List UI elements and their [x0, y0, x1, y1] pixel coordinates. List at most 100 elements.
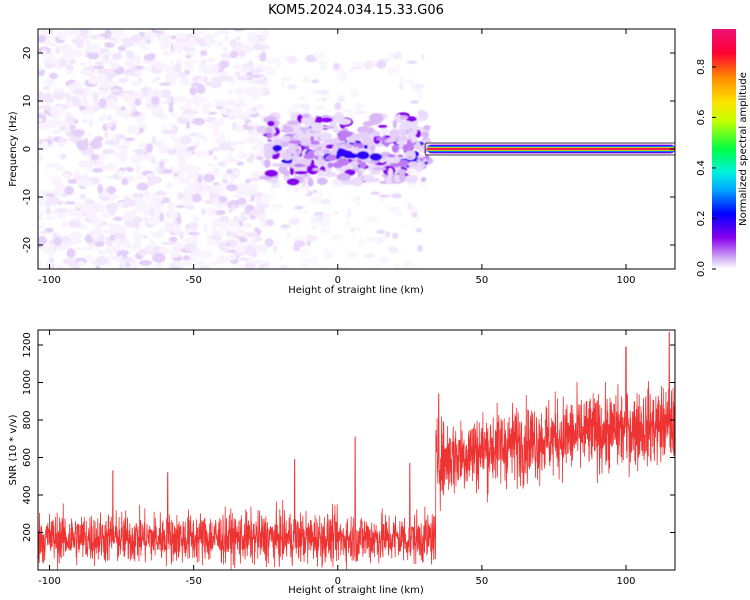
heatmap-cell: [392, 119, 398, 129]
heatmap-cell: [104, 131, 109, 138]
heatmap-cell: [263, 261, 270, 269]
heatmap-cell: [231, 231, 237, 239]
heatmap-cell: [298, 96, 308, 101]
heatmap-cell: [235, 36, 241, 41]
heatmap-cell: [151, 79, 158, 84]
heatmap-cell: [310, 136, 315, 142]
heatmap-cell: [285, 232, 293, 239]
heatmap-cell: [380, 127, 389, 134]
heatmap-cell: [66, 29, 81, 36]
heatmap-cell: [231, 204, 237, 211]
heatmap-cell: [52, 186, 63, 197]
heatmap-cell: [98, 98, 107, 109]
heatmap-cell: [166, 95, 172, 104]
heatmap-cell: [160, 44, 168, 50]
heatmap-cell: [168, 104, 174, 113]
heatmap-cell: [226, 229, 232, 238]
heatmap-cell: [400, 128, 407, 137]
heatmap-cell: [94, 61, 105, 65]
heatmap-cell: [213, 131, 221, 137]
heatmap-cell: [202, 266, 208, 269]
heatmap-cell: [51, 129, 62, 135]
heatmap-cell: [174, 260, 179, 268]
heatmap-cell: [280, 128, 293, 133]
heatmap-cell: [319, 132, 333, 142]
heatmap-cell: [300, 210, 310, 214]
heatmap-cell: [322, 125, 335, 129]
heatmap-cell: [156, 140, 166, 147]
heatmap-cell: [397, 169, 407, 175]
heatmap-cell: [237, 153, 251, 158]
heatmap-cell: [105, 175, 114, 179]
heatmap-cell: [186, 200, 193, 205]
heatmap-cell: [51, 114, 61, 120]
heatmap-cell: [253, 227, 260, 233]
heatmap-cell: [217, 254, 229, 265]
heatmap-cell: [158, 145, 171, 154]
heatmap-cell: [288, 217, 300, 226]
heatmap-cell: [421, 131, 430, 138]
heatmap-cell: [159, 82, 171, 86]
heatmap-cell: [363, 174, 375, 183]
heatmap-cell: [336, 173, 351, 181]
heatmap-cell: [145, 181, 155, 186]
heatmap-cell: [144, 152, 153, 161]
heatmap-cell: [203, 250, 214, 258]
heatmap-cell: [348, 139, 356, 143]
heatmap-cell: [155, 190, 167, 197]
colorbar-tick-label: 0.6: [696, 109, 707, 125]
heatmap-cell: [266, 133, 272, 139]
heatmap-cell: [274, 56, 281, 64]
heatmap-cell: [195, 260, 205, 266]
heatmap-cell: [294, 205, 304, 210]
heatmap-cell: [244, 186, 255, 196]
heatmap-cell: [38, 189, 51, 195]
heatmap-cell: [182, 259, 193, 266]
heatmap-cell: [151, 231, 165, 239]
heatmap-cell: [216, 40, 224, 47]
heatmap-cell: [214, 120, 220, 128]
heatmap-cell: [310, 225, 315, 230]
heatmap-cell: [106, 255, 117, 261]
heatmap-cell: [353, 142, 359, 148]
heatmap-cell: [252, 192, 265, 198]
heatmap-cell: [206, 261, 220, 265]
heatmap-cell: [300, 259, 313, 263]
heatmap-cell: [139, 153, 146, 159]
heatmap-cell: [423, 124, 431, 131]
heatmap-cell: [148, 216, 160, 225]
heatmap-cell: [243, 222, 253, 229]
heatmap-cell: [387, 154, 396, 158]
x-tick-label: -100: [38, 275, 61, 286]
heatmap-cell: [388, 205, 401, 214]
heatmap-cell: [131, 64, 136, 74]
heatmap-cell: [182, 255, 191, 262]
heatmap-cell: [310, 140, 320, 145]
heatmap-cell: [396, 212, 403, 216]
heatmap-cell: [122, 38, 136, 48]
heatmap-cell: [222, 46, 228, 54]
heatmap-cell: [236, 161, 245, 166]
heatmap-cell: [184, 151, 193, 159]
heatmap-cell: [87, 131, 93, 137]
heatmap-cell: [231, 121, 237, 130]
heatmap-cell: [346, 153, 358, 159]
heatmap-cell: [388, 52, 393, 58]
heatmap-cell: [43, 29, 50, 37]
heatmap-cell: [389, 191, 398, 195]
heatmap-cell: [53, 93, 61, 99]
heatmap-cell: [188, 165, 202, 175]
heatmap-cell: [136, 202, 146, 207]
heatmap-cell: [207, 163, 214, 167]
heatmap-cell: [92, 92, 99, 102]
heatmap-cell: [350, 226, 355, 234]
snr-y-ticks: 200 400 600 800 1000 1200: [22, 332, 675, 542]
heatmap-cell: [180, 114, 187, 119]
heatmap-cell: [117, 153, 129, 162]
x-tick-label: 0: [335, 576, 341, 587]
heatmap-cell: [185, 33, 197, 38]
heatmap-cell: [190, 82, 203, 87]
x-tick-label: -100: [38, 576, 61, 587]
heatmap-cell: [111, 173, 120, 180]
heatmap-cell: [407, 142, 415, 146]
